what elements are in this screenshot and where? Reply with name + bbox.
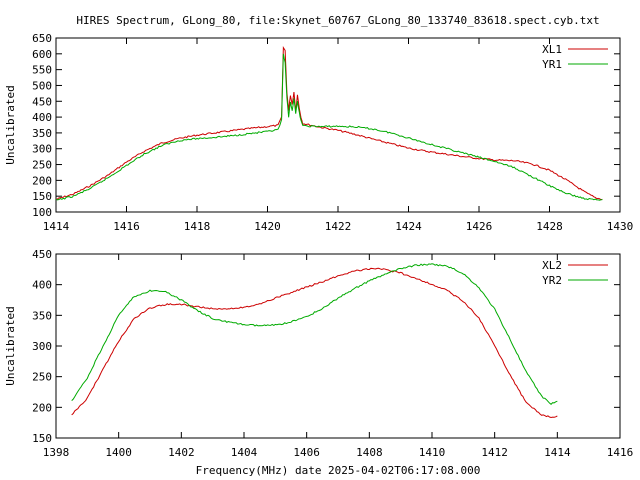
y-tick-label: 250 [32,371,52,384]
y-tick-label: 350 [32,309,52,322]
x-tick-label: 1412 [481,446,508,459]
y-tick-label: 450 [32,95,52,108]
series-line-xl1 [55,46,603,201]
x-tick-label: 1422 [325,220,352,233]
figure-title: HIRES Spectrum, GLong_80, file:Skynet_60… [76,14,599,27]
bottom-xlabel: Frequency(MHz) date 2025-04-02T06:17:08.… [196,464,481,477]
y-tick-label: 300 [32,143,52,156]
y-tick-label: 450 [32,248,52,261]
y-tick-label: 400 [32,279,52,292]
x-tick-label: 1430 [607,220,634,233]
x-tick-label: 1418 [184,220,211,233]
series-line-yr2 [71,263,558,405]
legend-label-yr1: YR1 [542,58,562,71]
x-tick-label: 1406 [293,446,320,459]
y-tick-label: 150 [32,432,52,445]
y-tick-label: 400 [32,111,52,124]
y-tick-label: 600 [32,48,52,61]
x-tick-label: 1420 [254,220,281,233]
y-tick-label: 250 [32,159,52,172]
y-tick-label: 350 [32,127,52,140]
x-tick-label: 1402 [168,446,195,459]
x-tick-label: 1416 [113,220,140,233]
y-tick-label: 300 [32,340,52,353]
y-tick-label: 650 [32,32,52,45]
top-panel: 100 150 200 250 300 350 400 450 500 550 600 650 1414… [4,32,633,233]
series-line-xl2 [71,267,558,418]
x-tick-label: 1404 [231,446,258,459]
y-axis-label: Uncalibrated [4,306,17,385]
y-tick-label: 200 [32,401,52,414]
y-tick-label: 100 [32,206,52,219]
bottom-panel: 150 200 250 300 350 400 450 1398 1400 1402 1404 140… [4,248,633,459]
series-line-yr1 [55,53,603,201]
x-tick-label: 1408 [356,446,383,459]
x-tick-label: 1424 [395,220,422,233]
plot-frame [55,37,621,213]
x-tick-label: 1426 [466,220,493,233]
x-tick-label: 1398 [43,446,70,459]
y-tick-label: 550 [32,64,52,77]
legend-label-xl1: XL1 [542,43,562,56]
legend-label-xl2: XL2 [542,259,562,272]
y-tick-label: 500 [32,79,52,92]
y-axis-label: Uncalibrated [4,85,17,164]
x-tick-label: 1414 [43,220,70,233]
x-tick-label: 1416 [607,446,634,459]
x-tick-label: 1410 [419,446,446,459]
y-tick-label: 200 [32,174,52,187]
x-tick-label: 1400 [105,446,132,459]
x-tick-label: 1414 [544,446,571,459]
legend-label-yr2: YR2 [542,274,562,287]
y-tick-label: 150 [32,190,52,203]
x-tick-label: 1428 [536,220,563,233]
